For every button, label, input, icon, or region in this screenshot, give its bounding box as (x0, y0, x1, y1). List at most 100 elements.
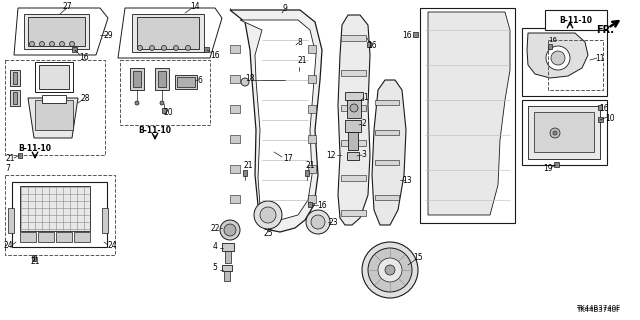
Text: 16: 16 (367, 41, 377, 50)
Bar (162, 108, 166, 113)
Circle shape (553, 131, 557, 135)
Text: FR.: FR. (596, 25, 614, 35)
Bar (243, 170, 247, 176)
Text: 9: 9 (283, 4, 287, 12)
Text: 21: 21 (30, 258, 40, 267)
Text: 2: 2 (362, 118, 366, 127)
Bar (534, 112, 594, 152)
Text: 16: 16 (548, 37, 557, 43)
Bar (175, 75, 197, 89)
Text: 24: 24 (107, 241, 117, 250)
Circle shape (550, 128, 560, 138)
Text: 20: 20 (163, 108, 173, 116)
Bar (5, 60, 105, 155)
Bar (554, 162, 559, 167)
Bar (13, 92, 17, 104)
Bar (225, 251, 231, 263)
Text: 13: 13 (402, 175, 412, 185)
Circle shape (161, 45, 166, 51)
Circle shape (70, 42, 74, 46)
Bar (272, 45, 294, 64)
Circle shape (29, 42, 35, 46)
Bar (28, 17, 85, 46)
Bar (230, 195, 240, 203)
Text: 4: 4 (212, 242, 218, 251)
Bar (35, 100, 73, 130)
Bar (204, 47, 209, 52)
Text: 16: 16 (317, 201, 327, 210)
Bar (341, 210, 366, 216)
Circle shape (254, 201, 282, 229)
Text: B-11-10: B-11-10 (19, 143, 51, 153)
Text: 22: 22 (211, 223, 220, 233)
Bar (137, 17, 199, 49)
Circle shape (385, 265, 395, 275)
Bar (375, 160, 399, 165)
Bar (20, 186, 90, 231)
Text: 10: 10 (605, 114, 615, 123)
Circle shape (311, 215, 325, 229)
Circle shape (241, 78, 249, 86)
Polygon shape (230, 10, 322, 232)
Circle shape (40, 42, 45, 46)
Bar (308, 195, 316, 203)
Bar (177, 77, 195, 87)
Circle shape (368, 248, 412, 292)
Bar (230, 165, 240, 173)
Bar (308, 165, 316, 173)
Bar (130, 68, 144, 90)
Text: 27: 27 (62, 2, 72, 11)
Bar (42, 95, 66, 103)
Circle shape (186, 45, 191, 51)
Text: 21: 21 (305, 161, 315, 170)
Text: 6: 6 (198, 76, 202, 84)
Bar (24, 14, 89, 49)
Text: B-11-10: B-11-10 (138, 125, 172, 134)
Bar (32, 255, 36, 261)
Text: 14: 14 (190, 2, 200, 11)
Polygon shape (428, 12, 510, 215)
Bar (522, 28, 607, 96)
Bar (367, 42, 371, 47)
Text: 1: 1 (364, 92, 369, 101)
Bar (341, 105, 366, 111)
Circle shape (60, 42, 65, 46)
Bar (297, 62, 301, 67)
Circle shape (220, 220, 240, 240)
Text: 16: 16 (210, 51, 220, 60)
Circle shape (138, 45, 143, 51)
Text: 21: 21 (5, 154, 15, 163)
Polygon shape (118, 8, 222, 58)
Bar (222, 243, 234, 251)
Bar (341, 70, 366, 76)
Text: 16: 16 (599, 103, 609, 113)
Text: 19: 19 (543, 164, 553, 172)
Circle shape (362, 242, 418, 298)
Bar (522, 100, 607, 165)
Bar (35, 62, 73, 92)
Bar (38, 232, 54, 242)
Text: 18: 18 (245, 74, 255, 83)
Text: 7: 7 (6, 164, 10, 172)
Bar (8, 208, 14, 233)
Text: 3: 3 (362, 149, 367, 158)
Bar (305, 170, 309, 176)
Bar (341, 35, 366, 41)
Text: 21: 21 (243, 161, 253, 170)
Bar (341, 140, 366, 146)
Circle shape (546, 46, 570, 70)
Bar (308, 135, 316, 143)
Polygon shape (338, 15, 370, 225)
Bar (56, 232, 72, 242)
Circle shape (260, 207, 276, 223)
Bar (528, 106, 600, 159)
Text: TK44B3740F: TK44B3740F (576, 307, 620, 313)
Bar (345, 120, 361, 132)
Circle shape (135, 101, 139, 105)
Bar (308, 202, 312, 207)
Bar (20, 232, 36, 242)
Text: 5: 5 (212, 263, 218, 273)
Text: TK44B3740F: TK44B3740F (576, 305, 620, 311)
Text: 12: 12 (326, 150, 336, 159)
Bar (268, 42, 298, 67)
